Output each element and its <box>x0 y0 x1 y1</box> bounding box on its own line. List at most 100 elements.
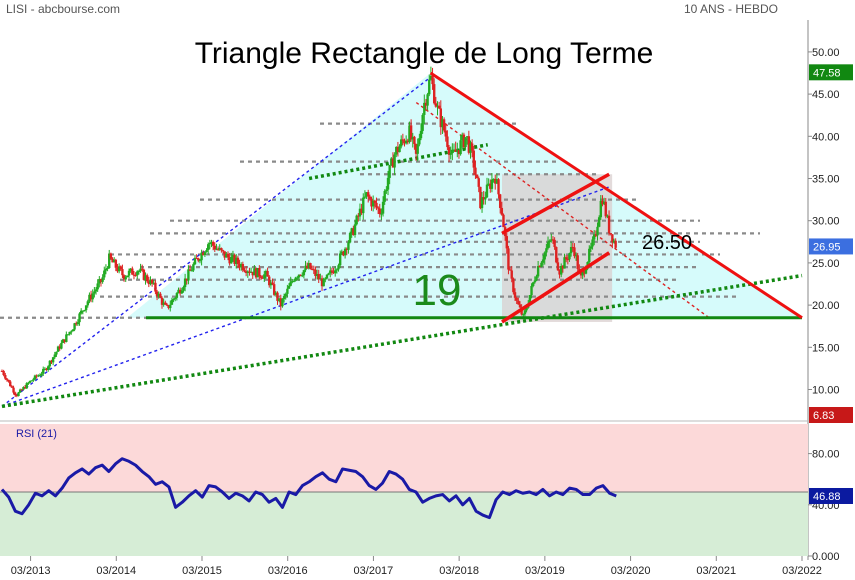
candle-body <box>614 240 617 248</box>
candle-body <box>127 270 131 276</box>
candle-body <box>555 247 558 263</box>
candle-body <box>144 275 147 280</box>
candle-body <box>249 271 253 273</box>
rsi-label: RSI (21) <box>16 428 57 440</box>
candle-body <box>588 248 591 262</box>
candle-body <box>301 275 304 277</box>
y-tick-label: 25.00 <box>812 258 840 270</box>
candle-body <box>162 302 165 305</box>
candle-body <box>550 239 553 241</box>
candle-body <box>147 281 151 285</box>
candle-body <box>124 277 127 280</box>
candle-body <box>583 271 586 274</box>
candle-body <box>368 196 372 199</box>
candle-body <box>581 271 584 276</box>
candle-body <box>190 270 193 272</box>
candlesticks <box>0 66 617 398</box>
candle-body <box>513 292 517 298</box>
candle-body <box>490 179 494 189</box>
blue-dashed-trendline <box>1 76 431 407</box>
candle-body <box>35 375 38 377</box>
candle-body <box>13 392 17 396</box>
candle-body <box>591 239 594 247</box>
candle-body <box>561 265 565 269</box>
candle-body <box>553 239 556 248</box>
price-tag-label: 26.95 <box>813 241 841 253</box>
candle-body <box>17 392 20 397</box>
candle-body <box>469 143 472 153</box>
candle-body <box>289 281 292 286</box>
candle-body <box>131 268 134 275</box>
candle-body <box>198 260 202 262</box>
candle-body <box>228 257 231 264</box>
chart-title: Triangle Rectangle de Long Terme <box>195 37 654 70</box>
candle-body <box>268 276 271 286</box>
candle-body <box>137 270 141 272</box>
candle-body <box>195 257 198 259</box>
candle-body <box>12 387 15 393</box>
candle-body <box>279 298 282 307</box>
candle-body <box>330 270 334 272</box>
candle-body <box>2 370 5 376</box>
candle-body <box>596 226 599 236</box>
candle-body <box>71 329 75 332</box>
candle-body <box>175 293 179 298</box>
candle-body <box>68 331 71 335</box>
candle-body <box>350 228 353 233</box>
candle-body <box>558 270 561 275</box>
y-tick-label: 10.00 <box>812 385 840 397</box>
candle-body <box>248 271 251 273</box>
candle-body <box>607 215 611 234</box>
candle-body <box>139 268 142 271</box>
candle-body <box>236 257 240 264</box>
candle-body <box>452 149 456 151</box>
candle-body <box>276 292 279 301</box>
candle-body <box>99 279 103 282</box>
candle-body <box>601 200 604 205</box>
candle-body <box>564 257 568 260</box>
candle-body <box>42 368 45 374</box>
candle-body <box>216 248 220 250</box>
x-tick-label: 03/2013 <box>11 565 51 577</box>
candle-body <box>538 266 541 268</box>
candle-body <box>589 246 593 249</box>
candle-body <box>315 274 319 276</box>
candle-body <box>536 266 540 277</box>
candle-body <box>269 282 273 286</box>
candle-body <box>225 253 228 258</box>
rsi-oversold-zone <box>0 492 808 556</box>
candle-body <box>0 370 4 372</box>
candle-body <box>606 215 609 217</box>
candle-body <box>376 207 380 209</box>
candle-body <box>451 149 454 154</box>
rsi-series-line <box>0 457 617 520</box>
candle-body <box>291 281 294 283</box>
candle-body <box>560 265 563 275</box>
candle-body <box>302 270 306 276</box>
candle-body <box>226 253 230 258</box>
candle-body <box>254 268 258 278</box>
candle-body <box>281 298 284 307</box>
candle-body <box>167 305 170 309</box>
candle-body <box>390 158 393 166</box>
candle-body <box>266 271 269 277</box>
x-tick-label: 03/2022 <box>782 565 822 577</box>
candle-body <box>507 248 510 270</box>
candle-body <box>180 290 184 294</box>
candle-body <box>187 269 190 281</box>
candle-body <box>447 147 451 155</box>
candle-body <box>594 234 598 236</box>
candle-body <box>307 263 311 269</box>
candle-body <box>7 379 10 382</box>
candle-body <box>472 150 475 168</box>
candle-body <box>177 289 180 294</box>
candle-body <box>258 268 261 277</box>
candle-body <box>88 294 91 302</box>
candle-body <box>398 146 401 153</box>
candle-body <box>599 200 603 218</box>
candle-body <box>388 165 391 178</box>
candle-body <box>475 174 479 179</box>
candle-body <box>272 284 276 295</box>
candle-body <box>343 248 347 256</box>
candle-body <box>37 375 40 377</box>
